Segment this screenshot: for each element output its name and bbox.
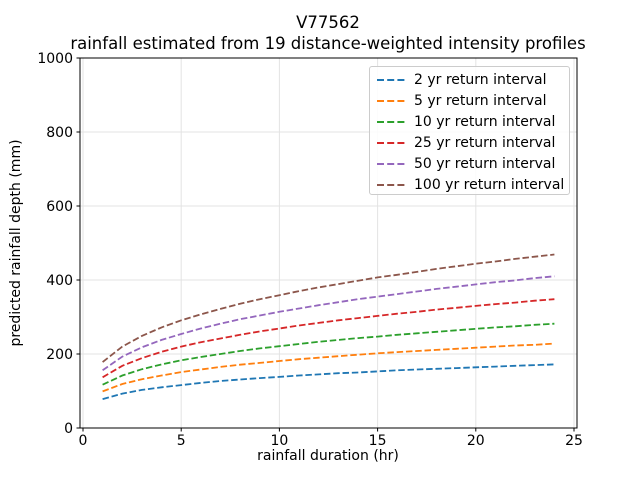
legend-item: 100 yr return interval <box>370 174 569 195</box>
curve-5-yr-return-interval <box>102 342 555 393</box>
y-tick-label: 400 <box>46 273 73 289</box>
legend-item-label: 50 yr return interval <box>414 155 556 172</box>
figure-title: V77562 <box>296 13 360 32</box>
legend-line-sample <box>377 141 405 144</box>
legend-line-sample <box>377 78 405 81</box>
legend-item: 5 yr return interval <box>370 90 569 111</box>
legend-item-label: 5 yr return interval <box>414 92 547 109</box>
y-tick-label: 200 <box>46 347 73 363</box>
curve-50-yr-return-interval <box>102 275 555 372</box>
x-axis-label: rainfall duration (hr) <box>257 448 399 464</box>
x-tick-label: 25 <box>565 433 583 449</box>
legend-item: 50 yr return interval <box>370 153 569 174</box>
figure-subtitle: rainfall estimated from 19 distance-weig… <box>70 34 586 53</box>
legend-item-label: 10 yr return interval <box>414 113 556 130</box>
legend-item-label: 100 yr return interval <box>414 176 565 193</box>
legend-item-label: 2 yr return interval <box>414 71 547 88</box>
axes-spines <box>79 57 578 429</box>
y-tick-label: 600 <box>46 199 73 215</box>
legend-item: 10 yr return interval <box>370 111 569 132</box>
curve-100-yr-return-interval <box>102 253 555 363</box>
y-tick-label: 800 <box>46 125 73 141</box>
legend-line-sample <box>377 162 405 165</box>
y-tick-label: 1000 <box>37 51 73 67</box>
x-tick-label: 5 <box>177 433 186 449</box>
legend-item: 2 yr return interval <box>370 69 569 90</box>
x-tick-label: 10 <box>270 433 288 449</box>
legend-item: 25 yr return interval <box>370 132 569 153</box>
x-tick-label: 20 <box>467 433 485 449</box>
curve-25-yr-return-interval <box>102 298 555 379</box>
legend-line-sample <box>377 120 405 123</box>
legend-line-sample <box>377 99 405 102</box>
legend-box: 2 yr return interval 5 yr return interval… <box>369 66 570 195</box>
legend-item-label: 25 yr return interval <box>414 134 556 151</box>
x-tick-label: 15 <box>369 433 387 449</box>
legend-line-sample <box>377 183 405 186</box>
y-tick-label: 0 <box>64 421 73 437</box>
curve-10-yr-return-interval <box>102 322 555 386</box>
y-axis-label: predicted rainfall depth (mm) <box>8 139 24 347</box>
x-tick-label: 0 <box>79 433 88 449</box>
curve-2-yr-return-interval <box>102 363 555 400</box>
